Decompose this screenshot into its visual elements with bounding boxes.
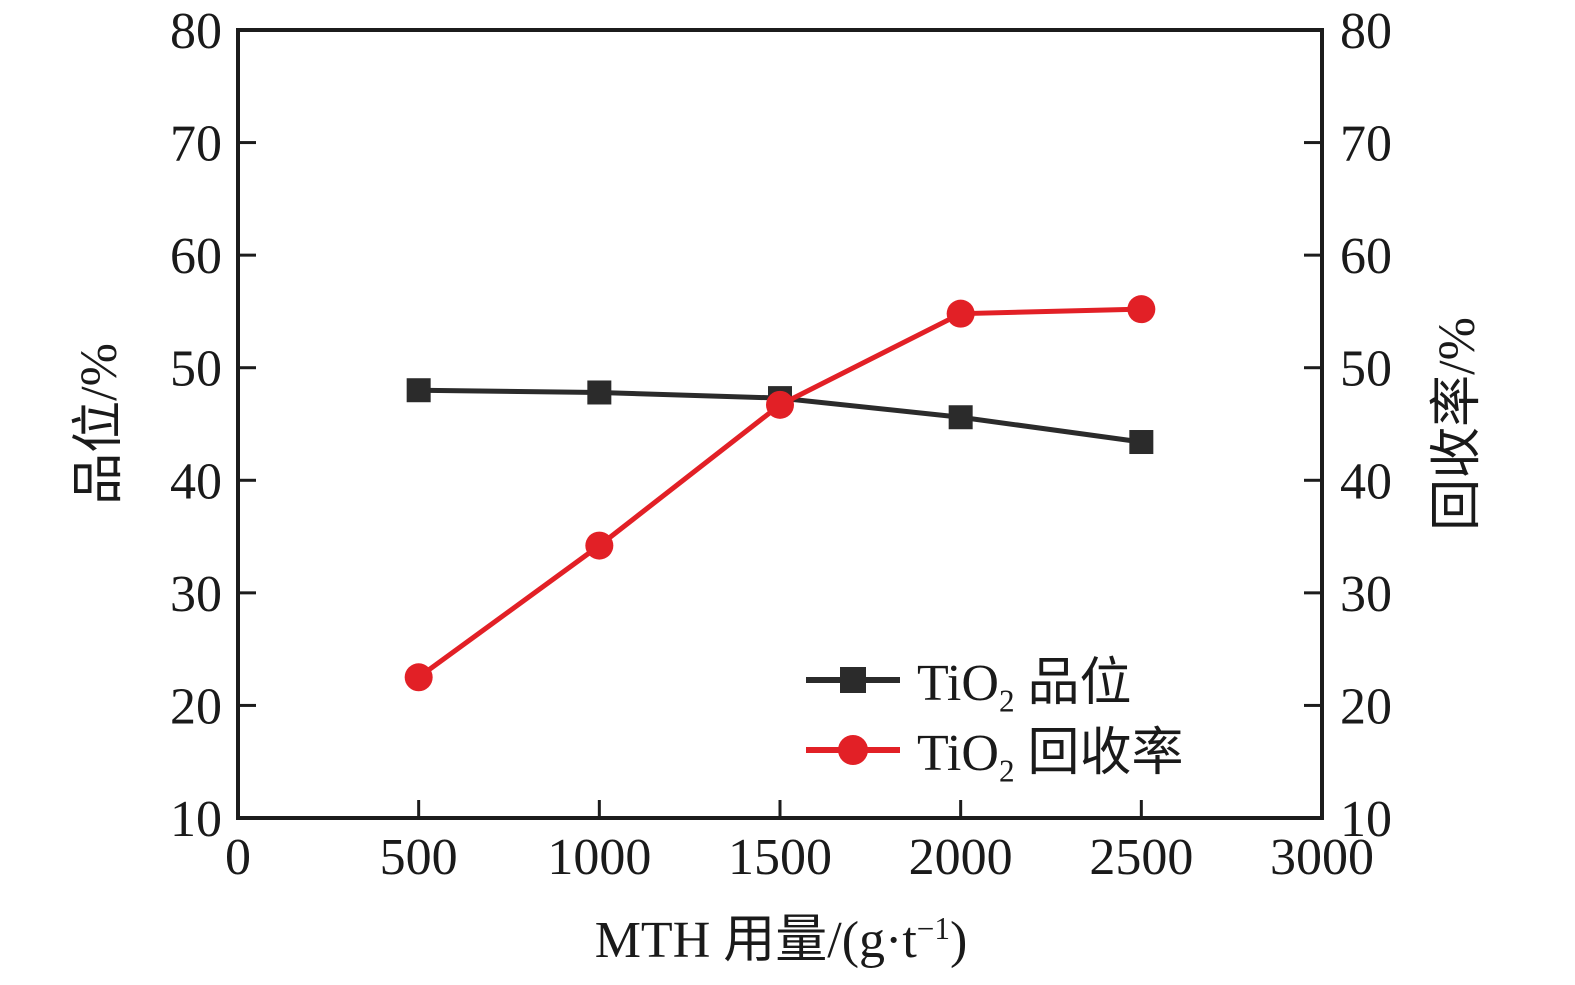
- y-tick-label-right: 70: [1340, 116, 1392, 173]
- y-axis-title-right: 回收率/%: [1429, 317, 1486, 531]
- y-tick-label-left: 30: [170, 566, 222, 623]
- x-tick-label: 2500: [1089, 829, 1193, 886]
- x-axis-title-suffix: ): [949, 912, 968, 970]
- legend-swatch-grade: [806, 667, 900, 693]
- data-point-circle: [585, 531, 614, 560]
- data-point-circle: [1127, 295, 1156, 324]
- legend: TiO2 品位 TiO2 回收率: [803, 645, 1184, 789]
- y-tick-label-right: 40: [1340, 453, 1392, 510]
- data-point-square: [1129, 430, 1154, 455]
- y-tick-label-left: 40: [170, 453, 222, 510]
- y-tick-label-left: 50: [170, 341, 222, 398]
- data-point-circle: [404, 663, 433, 692]
- y-tick-label-left: 10: [170, 791, 222, 848]
- x-axis-title-superscript: −1: [916, 910, 950, 946]
- data-point-circle: [766, 390, 794, 419]
- legend-item-grade: TiO2 品位: [803, 645, 1184, 719]
- y-tick-label-right: 30: [1340, 566, 1392, 623]
- legend-label-grade-suffix: 品位: [1014, 655, 1132, 713]
- y-tick-label-left: 60: [170, 228, 222, 285]
- x-tick-label: 2000: [909, 829, 1013, 886]
- y-tick-label-right: 10: [1340, 791, 1392, 848]
- legend-label-recovery-suffix: 回收率: [1014, 725, 1184, 783]
- x-tick-label: 3000: [1270, 829, 1374, 886]
- y-tick-label-right: 20: [1340, 678, 1392, 735]
- data-point-square: [948, 405, 973, 430]
- y-tick-label-right: 80: [1340, 3, 1392, 60]
- y-tick-label-left: 70: [170, 116, 222, 173]
- y-tick-label-right: 60: [1340, 228, 1392, 285]
- legend-label-recovery-subscript: 2: [998, 753, 1015, 789]
- legend-swatch-recovery: [806, 735, 900, 765]
- data-point-square: [587, 380, 612, 405]
- legend-label-recovery: TiO2 回收率: [917, 710, 1184, 789]
- x-tick-label: 1000: [547, 829, 651, 886]
- y-tick-label-right: 50: [1340, 341, 1392, 398]
- legend-label-recovery-text: TiO: [917, 725, 999, 783]
- data-point-circle: [946, 299, 975, 328]
- x-axis-title-text: MTH 用量/(g·t: [594, 912, 917, 970]
- grade-legend-square-marker: [840, 667, 866, 693]
- y-tick-label-left: 20: [170, 678, 222, 735]
- legend-label-grade-text: TiO: [917, 655, 999, 713]
- x-axis-title: MTH 用量/(g·t−1): [595, 913, 968, 967]
- series-line-1: [417, 306, 1142, 680]
- x-tick-label: 500: [380, 829, 458, 886]
- plot-border: [236, 28, 1324, 820]
- legend-label-grade: TiO2 品位: [917, 640, 1132, 719]
- x-tick-label: 1500: [728, 829, 832, 886]
- data-point-square: [406, 378, 431, 403]
- y-axis-title-left: 品位/%: [71, 343, 128, 505]
- legend-label-grade-subscript: 2: [998, 683, 1015, 719]
- y-tick-label-left: 80: [170, 3, 222, 60]
- x-tick-label: 0: [225, 829, 251, 886]
- recovery-legend-circle-marker: [838, 735, 868, 765]
- legend-item-recovery: TiO2 回收率: [803, 715, 1184, 789]
